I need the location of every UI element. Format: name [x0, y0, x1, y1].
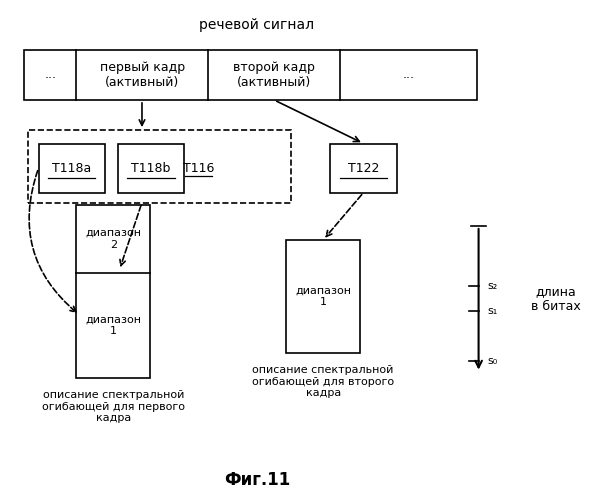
Text: s₀: s₀ — [488, 356, 498, 366]
Text: ...: ... — [403, 68, 414, 82]
Text: Фиг.11: Фиг.11 — [224, 471, 290, 489]
Text: диапазон
1: диапазон 1 — [295, 286, 351, 307]
Text: ...: ... — [45, 68, 56, 82]
Text: s₂: s₂ — [488, 281, 498, 291]
Text: T118b: T118b — [132, 162, 171, 174]
Text: T116: T116 — [183, 162, 215, 175]
Text: диапазон
2: диапазон 2 — [85, 228, 141, 250]
FancyBboxPatch shape — [39, 144, 105, 192]
FancyBboxPatch shape — [118, 144, 184, 192]
Text: второй кадр
(активный): второй кадр (активный) — [233, 61, 315, 89]
Text: длина
в битах: длина в битах — [531, 285, 580, 313]
FancyBboxPatch shape — [286, 240, 360, 352]
Text: описание спектральной
огибающей для первого
кадра: описание спектральной огибающей для перв… — [42, 390, 185, 423]
Text: диапазон
1: диапазон 1 — [85, 314, 141, 336]
Text: описание спектральной
огибающей для второго
кадра: описание спектральной огибающей для втор… — [252, 365, 394, 398]
FancyBboxPatch shape — [330, 144, 397, 192]
FancyBboxPatch shape — [76, 205, 150, 378]
Text: s₁: s₁ — [488, 306, 498, 316]
FancyBboxPatch shape — [24, 50, 477, 100]
Text: T122: T122 — [348, 162, 379, 174]
Text: речевой сигнал: речевой сигнал — [200, 18, 315, 32]
Text: T118a: T118a — [52, 162, 91, 174]
Text: первый кадр
(активный): первый кадр (активный) — [100, 61, 185, 89]
